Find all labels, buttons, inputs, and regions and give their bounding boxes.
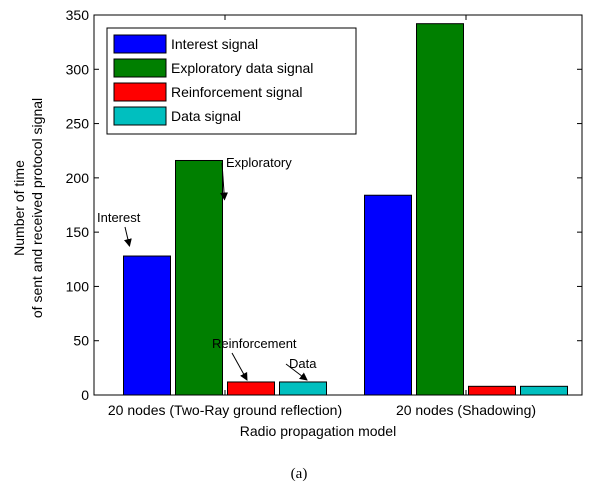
annotation-arrow-3 bbox=[285, 363, 308, 381]
y-tick-label-2: 100 bbox=[66, 278, 90, 294]
bar-1-1 bbox=[416, 23, 464, 396]
annotation-label-2: Reinforcement bbox=[212, 336, 297, 351]
annotation-label-1: Exploratory bbox=[226, 155, 292, 170]
annotation-label-3: Data bbox=[289, 356, 317, 371]
y-axis-label-line-1: Number of time bbox=[11, 160, 27, 256]
y-tick-label-4: 200 bbox=[66, 170, 90, 186]
figure-caption: (a) bbox=[291, 466, 308, 482]
bar-0-0 bbox=[123, 255, 171, 396]
bar-2-0 bbox=[227, 381, 275, 396]
y-tick-label-3: 150 bbox=[66, 224, 90, 240]
x-tick-label-1: 20 nodes (Shadowing) bbox=[396, 402, 536, 418]
bar-0-1 bbox=[364, 194, 412, 396]
y-tick-label-6: 300 bbox=[66, 61, 90, 77]
legend-label-1: Exploratory data signal bbox=[171, 60, 313, 76]
legend-label-0: Interest signal bbox=[171, 36, 258, 52]
bars-group bbox=[123, 23, 568, 396]
annotation-arrow-2 bbox=[231, 352, 248, 381]
bar-3-0 bbox=[279, 381, 327, 396]
y-tick-label-1: 50 bbox=[73, 333, 89, 349]
legend: Interest signal Exploratory data signal Re… bbox=[106, 27, 357, 135]
x-tick-label-0: 20 nodes (Two-Ray ground reflection) bbox=[108, 402, 342, 418]
y-axis-label-line-2: of sent and received protocol signal bbox=[29, 98, 45, 318]
annotation-label-0: Interest bbox=[97, 210, 141, 225]
legend-label-2: Reinforcement signal bbox=[171, 84, 303, 100]
legend-label-3: Data signal bbox=[171, 108, 241, 124]
legend-swatch-1 bbox=[113, 58, 167, 78]
annotations-group: Interest Exploratory Reinforcement Data bbox=[97, 155, 317, 381]
legend-swatch-0 bbox=[113, 34, 167, 54]
axes-group bbox=[93, 14, 583, 396]
annotation-arrow-1 bbox=[220, 162, 229, 201]
bar-1-0 bbox=[175, 159, 223, 396]
plot-frame bbox=[93, 14, 583, 396]
bar-2-1 bbox=[468, 385, 516, 396]
y-tick-label-7: 350 bbox=[66, 7, 90, 23]
y-tick-label-5: 250 bbox=[66, 116, 90, 132]
bar-3-1 bbox=[520, 385, 568, 396]
y-tick-label-0: 0 bbox=[81, 387, 89, 403]
tick-labels-group: 0 50 100 150 200 250 300 350 20 nodes (Two-Ray g… bbox=[66, 7, 536, 418]
legend-swatch-2 bbox=[113, 82, 167, 102]
annotation-arrow-0 bbox=[123, 226, 132, 248]
x-axis-label: Radio propagation model bbox=[240, 423, 396, 439]
legend-swatch-3 bbox=[113, 106, 167, 126]
